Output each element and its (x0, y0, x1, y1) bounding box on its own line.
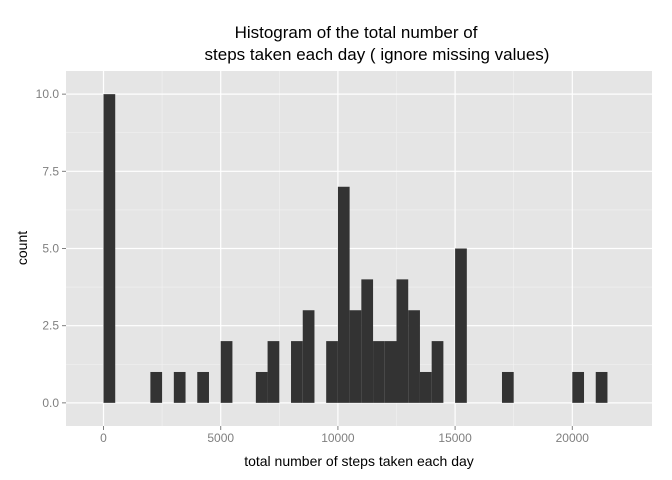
histogram-bar (337, 186, 350, 403)
y-tick-label: 2.5 (42, 319, 59, 333)
y-tick-label: 10.0 (36, 87, 60, 101)
y-tick-label: 0.0 (42, 396, 59, 410)
y-axis-label: count (14, 231, 30, 265)
histogram-bar (150, 371, 163, 403)
histogram-bar (173, 371, 186, 403)
y-tick-label: 7.5 (42, 164, 59, 178)
x-axis-label: total number of steps taken each day (244, 453, 474, 469)
x-tick-label: 10000 (321, 431, 355, 445)
histogram-bar (326, 341, 338, 403)
histogram-bar (373, 341, 385, 403)
histogram-bar (302, 310, 315, 403)
x-tick-label: 20000 (556, 431, 590, 445)
histogram-bars (103, 94, 608, 403)
histogram-bar (361, 279, 374, 403)
x-tick-label: 0 (100, 431, 107, 445)
histogram-bar (197, 371, 209, 403)
histogram-bar (267, 341, 280, 403)
y-tick-label: 5.0 (42, 242, 59, 256)
histogram-bar (103, 94, 116, 403)
histogram-bar (396, 279, 409, 403)
histogram-bar (501, 371, 514, 403)
histogram-bar (419, 371, 432, 403)
x-tick-label: 15000 (438, 431, 472, 445)
histogram-bar (255, 371, 268, 403)
histogram-bar (291, 341, 303, 403)
histogram-bar (455, 248, 467, 403)
x-tick-label: 5000 (207, 431, 234, 445)
histogram-bar (431, 341, 444, 403)
x-axis-ticks: 0 5000 10000 15000 20000 (100, 426, 589, 445)
y-axis-ticks: 0.0 2.5 5.0 7.5 10.0 (36, 87, 66, 410)
chart-title-line-1: Histogram of the total number of (235, 23, 478, 42)
histogram-bar (572, 371, 585, 403)
histogram-bar (349, 310, 362, 403)
histogram-bar (384, 341, 397, 403)
histogram-bar (408, 310, 420, 403)
histogram-bar (595, 371, 608, 403)
chart-title-line-2: steps taken each day ( ignore missing va… (205, 45, 550, 64)
histogram-bar (220, 341, 233, 403)
